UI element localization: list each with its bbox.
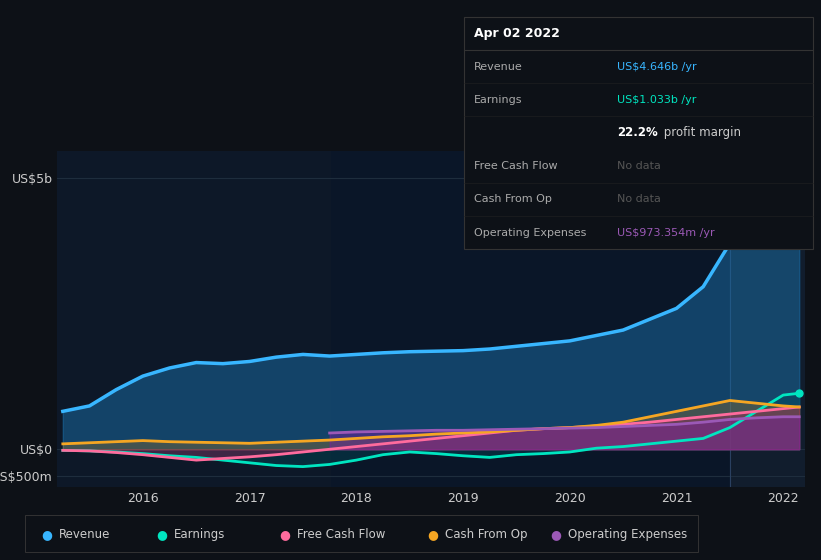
Text: US$4.646b /yr: US$4.646b /yr — [617, 62, 697, 72]
Text: ●: ● — [550, 528, 561, 542]
Text: Operating Expenses: Operating Expenses — [474, 227, 586, 237]
Text: US$1.033b /yr: US$1.033b /yr — [617, 95, 697, 105]
Text: Revenue: Revenue — [474, 62, 522, 72]
Text: Operating Expenses: Operating Expenses — [568, 528, 687, 542]
Text: Revenue: Revenue — [59, 528, 111, 542]
Bar — [57, 151, 329, 487]
Text: ●: ● — [156, 528, 167, 542]
Text: Earnings: Earnings — [474, 95, 522, 105]
Text: Free Cash Flow: Free Cash Flow — [297, 528, 386, 542]
Text: ●: ● — [427, 528, 438, 542]
Text: profit margin: profit margin — [660, 127, 741, 139]
Text: 22.2%: 22.2% — [617, 127, 658, 139]
Text: Cash From Op: Cash From Op — [445, 528, 527, 542]
Text: Free Cash Flow: Free Cash Flow — [474, 161, 557, 171]
Text: Apr 02 2022: Apr 02 2022 — [474, 27, 560, 40]
Text: Cash From Op: Cash From Op — [474, 194, 552, 204]
Bar — [730, 151, 805, 487]
Text: ●: ● — [279, 528, 290, 542]
Text: No data: No data — [617, 194, 661, 204]
Text: No data: No data — [617, 161, 661, 171]
Text: US$973.354m /yr: US$973.354m /yr — [617, 227, 715, 237]
Text: ●: ● — [41, 528, 52, 542]
Text: Earnings: Earnings — [174, 528, 226, 542]
